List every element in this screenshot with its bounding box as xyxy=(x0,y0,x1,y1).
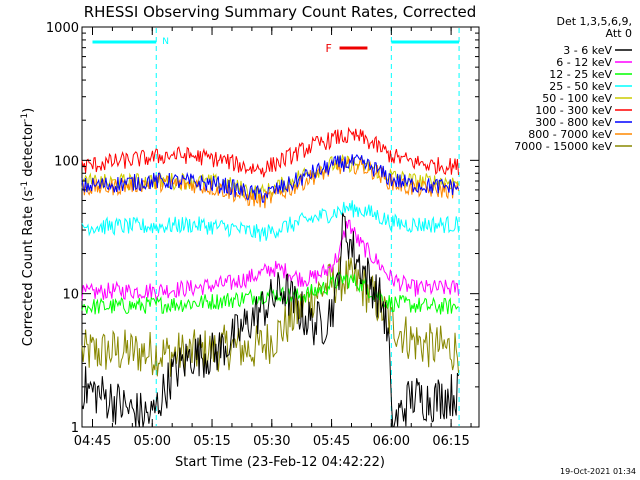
legend-header-line-1: Det 1,3,5,6,9, xyxy=(556,15,632,28)
legend-entry-label: 12 - 25 keV xyxy=(549,68,612,81)
series-line xyxy=(81,200,459,242)
y-tick-label: 100 xyxy=(54,154,79,169)
y-axis-label-sup-2: -1 xyxy=(20,113,30,122)
series-line xyxy=(81,153,459,203)
x-axis-label: Start Time (23-Feb-12 04:42:22) xyxy=(175,455,385,470)
y-axis-label-main: Corrected Count Rate (s xyxy=(21,190,36,347)
x-tick-label: 05:15 xyxy=(193,434,230,449)
plot-frame xyxy=(81,26,480,428)
timestamp: 19-Oct-2021 01:34 xyxy=(560,467,636,476)
legend-entry-label: 50 - 100 keV xyxy=(542,92,612,105)
series-line xyxy=(81,255,459,377)
y-axis-label-sup-1: -1 xyxy=(20,181,30,190)
x-tick-label: 06:00 xyxy=(373,434,410,449)
legend-entry-label: 300 - 800 keV xyxy=(535,116,612,129)
y-tick-label: 10 xyxy=(62,288,79,303)
y-axis-label-end: ) xyxy=(21,108,36,113)
legend-entry-label: 800 - 7000 keV xyxy=(528,128,612,141)
y-axis-label-mid: detector xyxy=(21,121,36,181)
legend-entry-label: 100 - 300 keV xyxy=(535,104,612,117)
x-tick-label: 04:45 xyxy=(74,434,111,449)
legend-entry-label: 25 - 50 keV xyxy=(549,80,612,93)
series-line xyxy=(81,219,459,301)
x-tick-label: 06:15 xyxy=(432,434,469,449)
y-tick-label: 1000 xyxy=(46,21,79,36)
legend-entry-label: 3 - 6 keV xyxy=(563,44,612,57)
legend-entry-label: 6 - 12 keV xyxy=(556,56,612,69)
x-tick-label: 05:45 xyxy=(313,434,350,449)
plot-area: N F 04:45 05:00 05:15 05:30 05:45 06:00 06:15 1 1… xyxy=(46,21,480,449)
y-axis-label: Corrected Count Rate (s-1 detector-1) xyxy=(20,108,36,346)
x-tick-label: 05:00 xyxy=(134,434,171,449)
chart-title: RHESSI Observing Summary Count Rates, Co… xyxy=(84,3,477,21)
legend-entry-label: 7000 - 15000 keV xyxy=(514,140,612,153)
legend-header-line-2: Att 0 xyxy=(606,27,632,40)
series-line xyxy=(81,212,459,428)
series-line xyxy=(81,126,459,178)
y-tick-label: 1 xyxy=(71,421,79,436)
night-bar-label: N xyxy=(162,37,169,47)
flare-bar-label: F xyxy=(326,42,332,55)
x-tick-label: 05:30 xyxy=(253,434,290,449)
